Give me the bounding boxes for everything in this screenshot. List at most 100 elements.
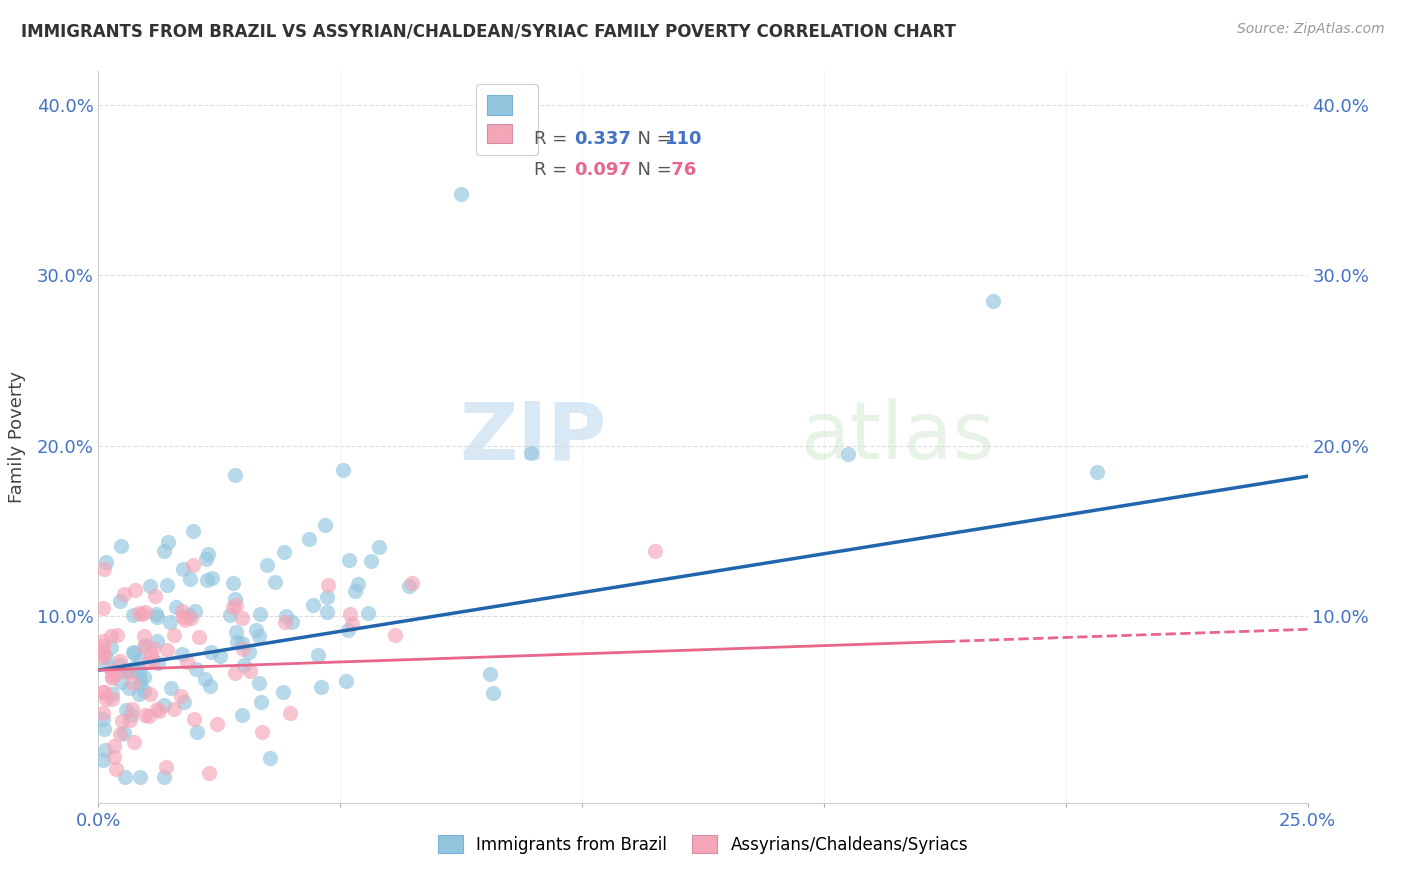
Point: [224, 666, 246, 681]
Point: [398, 579, 420, 593]
Point: [159, 615, 181, 629]
Point: [108, 593, 131, 607]
Point: [163, 627, 186, 641]
Point: [128, 677, 150, 691]
Point: [128, 687, 150, 701]
Point: [118, 663, 141, 677]
Text: R =: R =: [534, 130, 574, 148]
Point: [124, 582, 146, 597]
Point: [231, 636, 253, 650]
Point: [315, 590, 337, 604]
Point: [183, 604, 205, 618]
Point: [139, 579, 162, 593]
Point: [247, 675, 270, 690]
Point: [401, 575, 423, 590]
Point: [156, 578, 179, 592]
Point: [91, 645, 114, 659]
Point: [124, 660, 146, 674]
Point: [108, 727, 131, 741]
Point: [302, 598, 325, 612]
Point: [91, 649, 114, 664]
Point: [173, 613, 195, 627]
Point: [103, 739, 125, 754]
Point: [315, 518, 337, 533]
Text: N =: N =: [626, 130, 678, 148]
Point: [1085, 465, 1108, 479]
Point: [200, 645, 222, 659]
Point: [188, 630, 211, 644]
Point: [101, 664, 124, 678]
Point: [96, 657, 118, 672]
Point: [245, 623, 267, 637]
Point: [108, 657, 131, 672]
Point: [91, 600, 114, 615]
Point: [104, 666, 127, 681]
Point: [274, 615, 297, 629]
Point: [450, 186, 472, 201]
Point: [298, 532, 321, 546]
Point: [250, 695, 273, 709]
Point: [115, 702, 138, 716]
Point: [101, 668, 124, 682]
Point: [110, 540, 132, 554]
Point: [128, 664, 150, 678]
Point: [145, 634, 167, 648]
Point: [249, 607, 271, 622]
Point: [101, 692, 124, 706]
Text: IMMIGRANTS FROM BRAZIL VS ASSYRIAN/CHALDEAN/SYRIAC FAMILY POVERTY CORRELATION CH: IMMIGRANTS FROM BRAZIL VS ASSYRIAN/CHALD…: [21, 22, 956, 40]
Point: [195, 574, 218, 588]
Point: [183, 524, 205, 538]
Point: [232, 641, 254, 656]
Point: [274, 608, 297, 623]
Point: [145, 609, 167, 624]
Point: [143, 589, 166, 603]
Point: [336, 624, 359, 638]
Point: [100, 640, 122, 655]
Point: [197, 547, 219, 561]
Point: [232, 657, 254, 672]
Point: [316, 605, 339, 619]
Point: [238, 645, 260, 659]
Point: [176, 655, 198, 669]
Point: [153, 698, 176, 713]
Point: [142, 641, 165, 656]
Point: [110, 675, 132, 690]
Point: [94, 742, 117, 756]
Point: [122, 675, 145, 690]
Point: [132, 670, 155, 684]
Point: [103, 749, 125, 764]
Point: [96, 692, 118, 706]
Point: [644, 544, 666, 558]
Point: [194, 672, 217, 686]
Point: [479, 666, 502, 681]
Point: [837, 447, 859, 461]
Point: [91, 753, 114, 767]
Point: [129, 770, 152, 784]
Point: [122, 645, 145, 659]
Point: [201, 571, 224, 585]
Point: [337, 553, 360, 567]
Point: [111, 714, 134, 728]
Point: [271, 685, 294, 699]
Point: [197, 765, 219, 780]
Point: [342, 617, 364, 632]
Point: [172, 562, 194, 576]
Point: [139, 647, 162, 661]
Point: [332, 463, 354, 477]
Point: [281, 615, 304, 630]
Point: [142, 653, 165, 667]
Point: [93, 562, 115, 576]
Point: [316, 578, 339, 592]
Point: [225, 635, 247, 649]
Point: [155, 760, 177, 774]
Point: [136, 656, 159, 670]
Point: [128, 671, 150, 685]
Point: [134, 638, 156, 652]
Point: [264, 575, 287, 590]
Point: [170, 604, 193, 618]
Point: [96, 556, 118, 570]
Point: [225, 625, 247, 640]
Point: [101, 687, 124, 701]
Point: [121, 607, 143, 622]
Point: [94, 650, 117, 665]
